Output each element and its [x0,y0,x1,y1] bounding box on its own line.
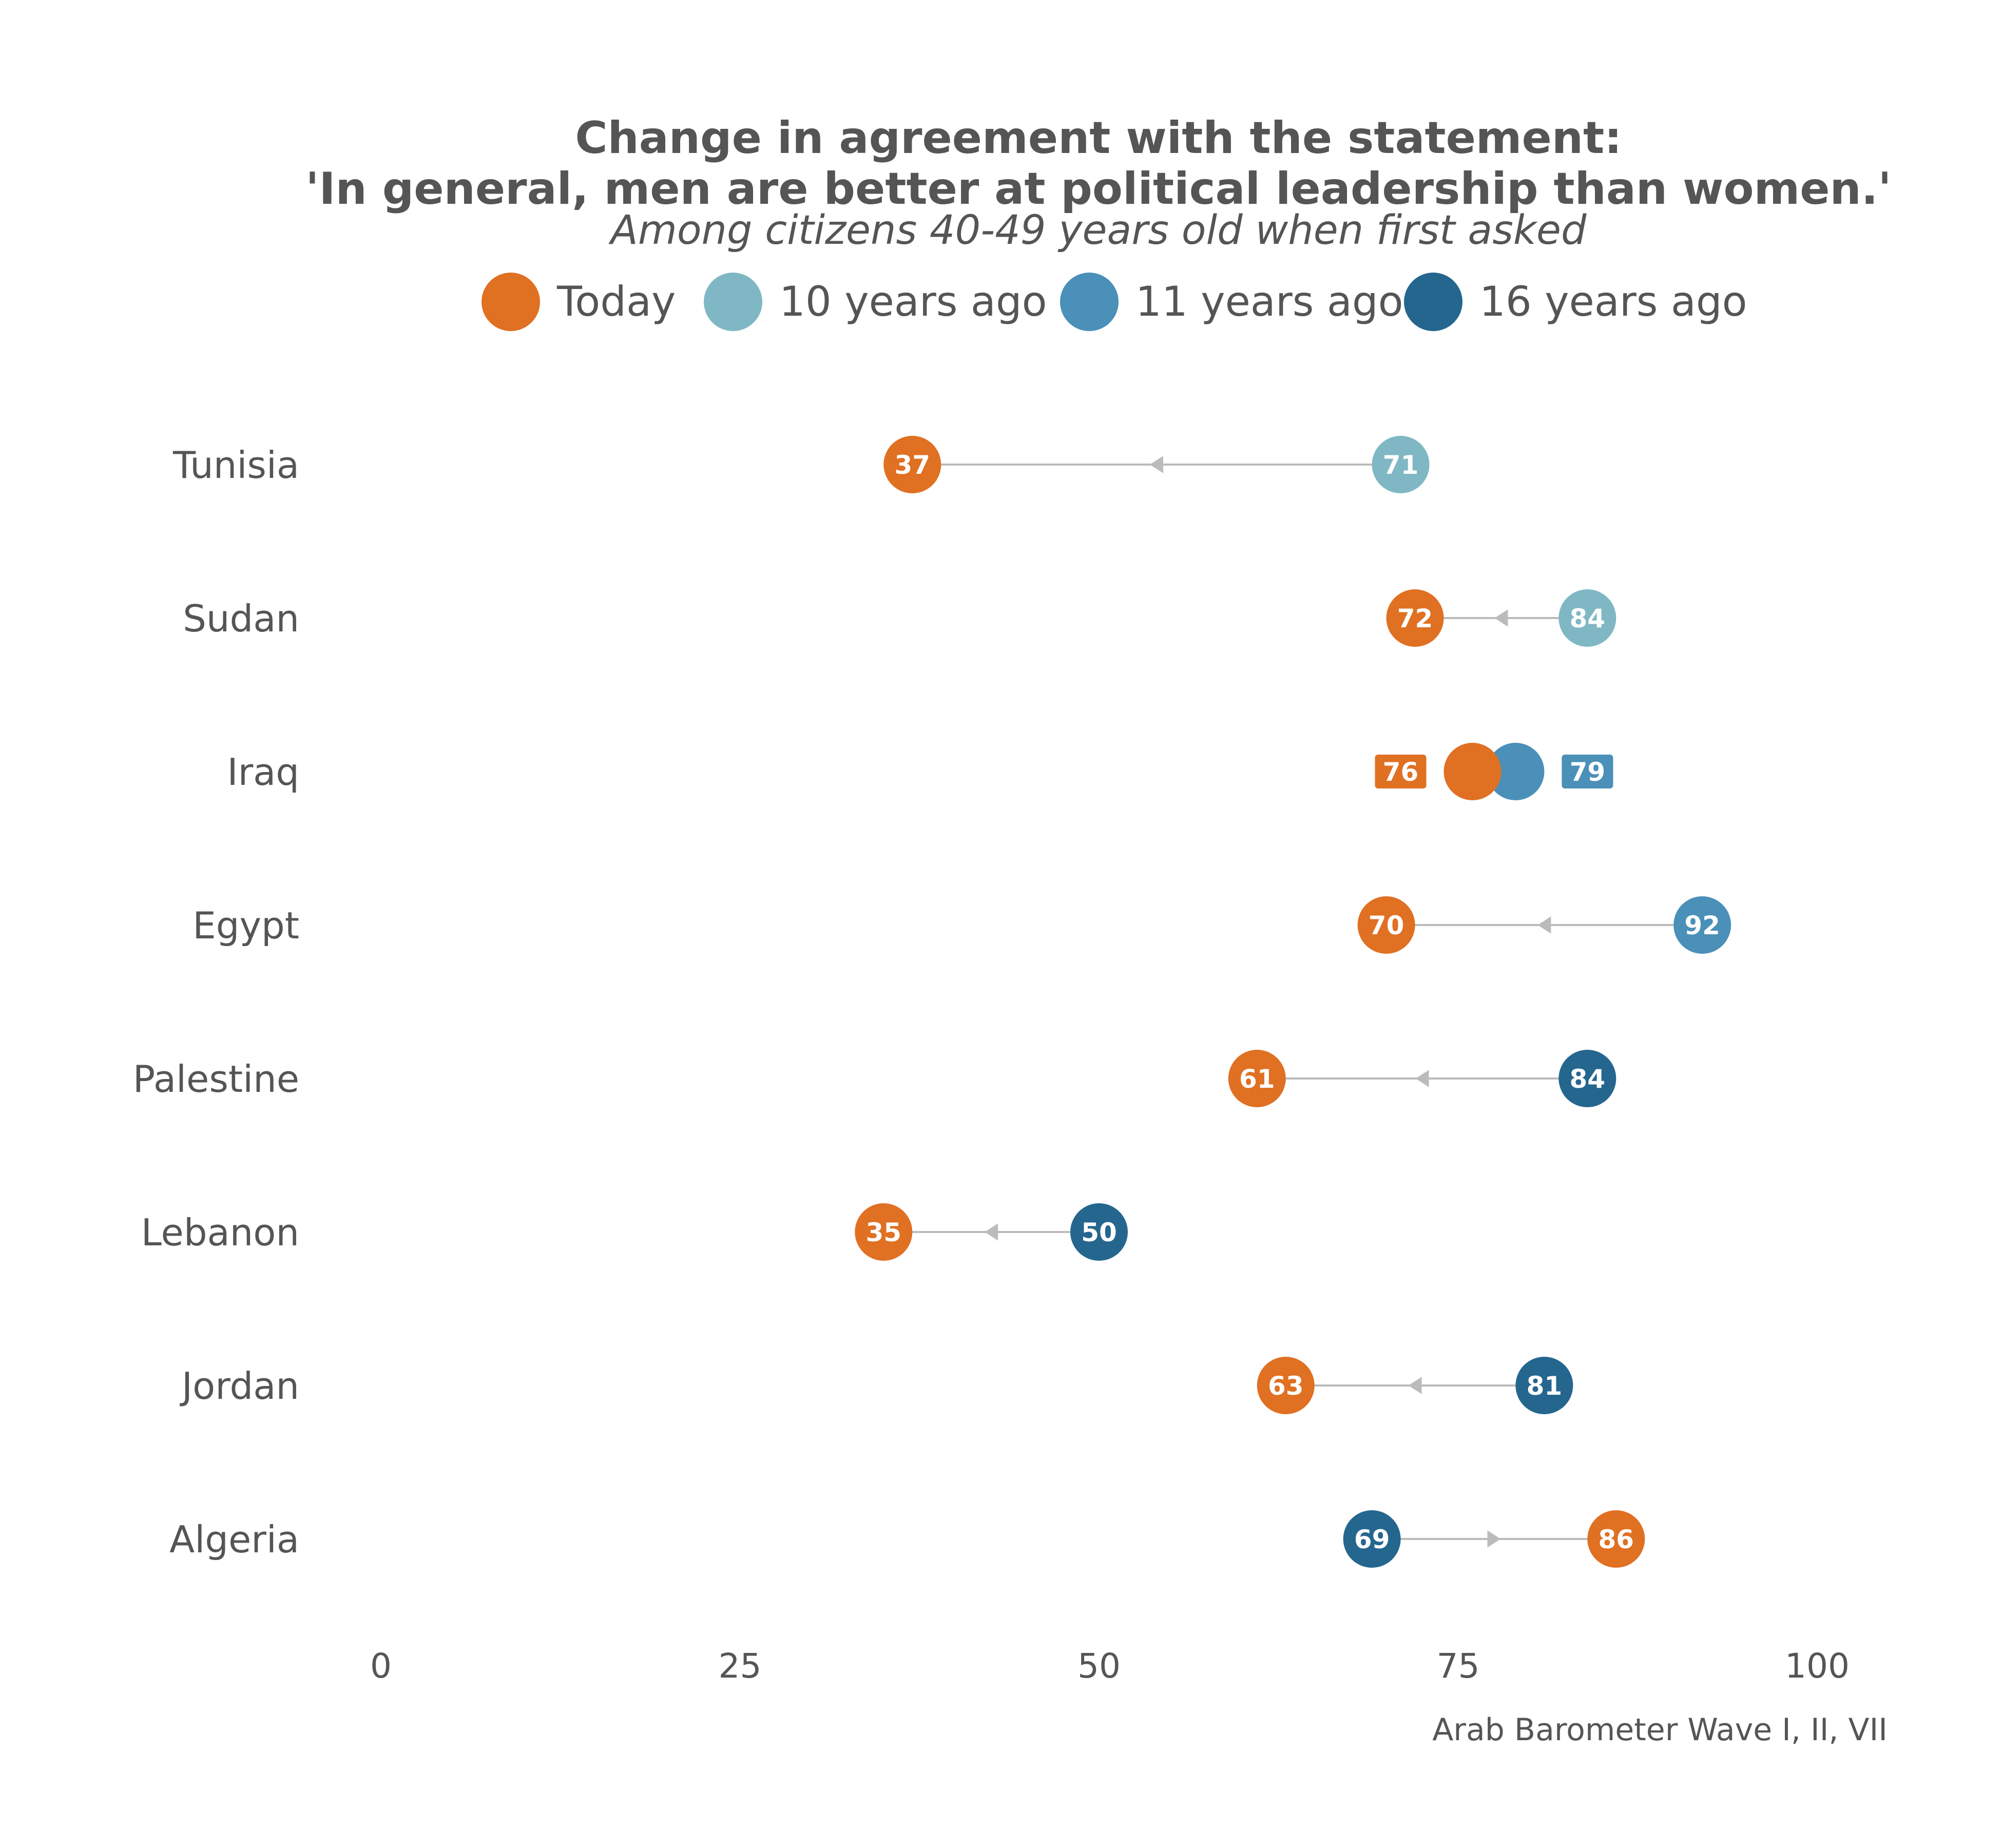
legend-label-y16: 16 years ago [1479,278,1747,325]
legend-item-y16: 16 years ago [1404,273,1747,331]
title-line-1: Change in agreement with the statement: [575,112,1622,164]
value-label-today-sudan: 72 [1397,604,1433,633]
direction-arrow [985,1223,998,1241]
row-algeria: Algeria 69 86 [169,1510,1645,1568]
dot-past-palestine [1558,1050,1616,1107]
value-label-today-algeria: 86 [1598,1525,1634,1554]
value-label-today-palestine: 61 [1239,1064,1275,1094]
value-label-today-tunisia: 37 [894,450,930,480]
dot-today-jordan [1257,1357,1315,1414]
row-egypt: Egypt 92 70 [192,896,1731,954]
chart-subtitle: Among citizens 40-49 years old when firs… [608,207,1587,254]
row-iraq: Iraq 76 79 [227,743,1613,800]
legend-swatch-y16 [1404,273,1462,331]
legend-label-y11: 11 years ago [1135,278,1403,325]
row-lebanon: Lebanon 50 35 [141,1203,1128,1261]
value-label-past-egypt: 92 [1684,911,1720,940]
legend-swatch-y10 [704,273,762,331]
legend-item-y11: 11 years ago [1060,273,1403,331]
label-box-today-iraq [1375,755,1427,788]
legend-item-y10: 10 years ago [704,273,1047,331]
value-label-past-lebanon: 50 [1081,1218,1117,1247]
row-tunisia: Tunisia 71 37 [172,436,1430,493]
legend-swatch-today [482,273,540,331]
country-label-algeria: Algeria [169,1518,299,1561]
dot-past-tunisia [1372,436,1430,493]
x-tick-label-25: 25 [719,1646,762,1686]
value-label-past-algeria: 69 [1354,1525,1390,1554]
value-label-today-iraq: 76 [1383,757,1419,787]
x-tick-label-50: 50 [1077,1646,1121,1686]
row-palestine: Palestine 84 61 [133,1050,1616,1107]
dot-past-lebanon [1070,1203,1128,1261]
row-jordan: Jordan 81 63 [180,1357,1573,1414]
value-label-past-tunisia: 71 [1383,450,1419,480]
country-label-jordan: Jordan [180,1364,299,1408]
source-note: Arab Barometer Wave I, II, VII [1432,1712,1888,1748]
legend-swatch-y11 [1060,273,1119,331]
dot-today-lebanon [855,1203,913,1261]
value-label-past-palestine: 84 [1570,1064,1606,1094]
x-axis: 0 25 50 75 100 [370,1646,1850,1686]
dot-today-egypt [1357,896,1415,954]
dot-past-jordan [1515,1357,1573,1414]
x-tick-label-100: 100 [1785,1646,1850,1686]
country-label-lebanon: Lebanon [141,1211,299,1254]
direction-arrow [1487,1530,1501,1548]
dot-past-egypt [1673,896,1731,954]
value-label-today-egypt: 70 [1369,911,1404,940]
direction-arrow [1494,609,1508,627]
value-label-past-sudan: 84 [1570,604,1606,633]
value-label-today-lebanon: 35 [866,1218,902,1247]
country-label-tunisia: Tunisia [172,444,299,487]
x-tick-label-75: 75 [1437,1646,1480,1686]
value-label-past-jordan: 81 [1527,1371,1563,1401]
row-sudan: Sudan 84 72 [183,589,1616,647]
direction-arrow [1408,1377,1422,1394]
legend-label-today: Today [556,278,676,325]
country-label-sudan: Sudan [183,597,299,640]
direction-arrow [1537,916,1551,934]
direction-arrow [1415,1070,1429,1087]
legend-label-y10: 10 years ago [779,278,1047,325]
dot-past-sudan [1558,589,1616,647]
dot-past-iraq [1487,743,1545,800]
legend-item-today: Today [482,273,676,331]
country-label-palestine: Palestine [133,1057,299,1101]
dot-today-tunisia [883,436,941,493]
value-label-today-jordan: 63 [1268,1371,1304,1401]
direction-arrow [1149,456,1163,473]
title-line-2: 'In general, men are better at political… [305,163,1892,215]
x-tick-label-0: 0 [370,1646,392,1686]
dot-past-algeria [1343,1510,1401,1568]
label-box-past-iraq [1562,755,1613,788]
legend: Today 10 years ago 11 years ago 16 years ag… [482,273,1747,331]
chart-title: Change in agreement with the statement: … [305,112,1892,215]
dot-today-palestine [1228,1050,1286,1107]
dot-today-sudan [1386,589,1444,647]
country-label-iraq: Iraq [227,750,299,794]
country-label-egypt: Egypt [192,904,299,947]
dot-today-iraq [1443,743,1502,800]
plot-area: Tunisia 71 37 Sudan 84 72 Iraq 76 79 Egypt 92 70 Pal… [133,436,1731,1568]
value-label-past-iraq: 79 [1570,757,1606,787]
dot-today-algeria [1587,1510,1645,1568]
